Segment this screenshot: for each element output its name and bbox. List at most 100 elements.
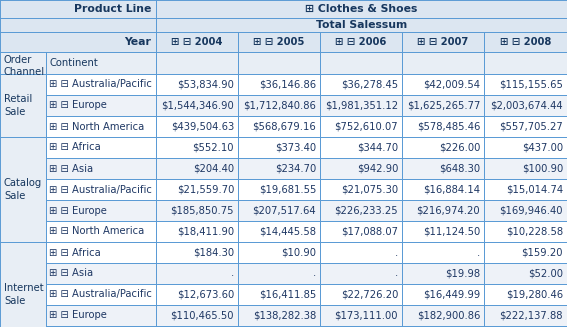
Bar: [320, 263, 402, 284]
Text: $207,517.64: $207,517.64: [252, 205, 316, 215]
Text: $942.90: $942.90: [357, 164, 398, 174]
Bar: [320, 32, 402, 52]
Text: $36,146.86: $36,146.86: [259, 79, 316, 90]
Bar: [484, 200, 567, 221]
Bar: [484, 284, 567, 305]
Text: $373.40: $373.40: [275, 143, 316, 152]
Bar: [0, 242, 46, 327]
Text: ⊞ ⊟ 2005: ⊞ ⊟ 2005: [253, 37, 304, 47]
Bar: [238, 74, 320, 95]
Text: $439,504.63: $439,504.63: [171, 122, 234, 131]
Text: ⊞ ⊟ North America: ⊞ ⊟ North America: [49, 227, 144, 236]
Bar: [320, 52, 402, 74]
Text: $10,228.58: $10,228.58: [506, 227, 563, 236]
Bar: [156, 158, 238, 179]
Bar: [484, 116, 567, 137]
Bar: [156, 305, 238, 326]
Bar: [156, 137, 238, 158]
Text: $216,974.20: $216,974.20: [416, 205, 480, 215]
Text: Retail
Sale: Retail Sale: [4, 94, 32, 117]
Bar: [156, 18, 567, 32]
Bar: [320, 116, 402, 137]
Text: $15,014.74: $15,014.74: [506, 184, 563, 195]
Bar: [238, 200, 320, 221]
Text: Order
Channel: Order Channel: [4, 55, 45, 77]
Bar: [320, 74, 402, 95]
Bar: [402, 32, 484, 52]
Bar: [484, 32, 567, 52]
Text: ⊞ ⊟ Africa: ⊞ ⊟ Africa: [49, 143, 101, 152]
Bar: [46, 242, 156, 263]
Text: $16,411.85: $16,411.85: [259, 289, 316, 300]
Bar: [402, 263, 484, 284]
Text: $648.30: $648.30: [439, 164, 480, 174]
Bar: [484, 179, 567, 200]
Bar: [156, 179, 238, 200]
Text: ⊞ ⊟ Europe: ⊞ ⊟ Europe: [49, 205, 107, 215]
Bar: [156, 221, 238, 242]
Text: ⊞ ⊟ 2004: ⊞ ⊟ 2004: [171, 37, 223, 47]
Text: $12,673.60: $12,673.60: [177, 289, 234, 300]
Bar: [0, 52, 46, 74]
Bar: [156, 74, 238, 95]
Bar: [238, 52, 320, 74]
Text: $53,834.90: $53,834.90: [177, 79, 234, 90]
Bar: [402, 305, 484, 326]
Text: $16,449.99: $16,449.99: [423, 289, 480, 300]
Text: $344.70: $344.70: [357, 143, 398, 152]
Bar: [156, 200, 238, 221]
Bar: [46, 326, 156, 327]
Text: ⊞ ⊟ Europe: ⊞ ⊟ Europe: [49, 311, 107, 320]
Text: ⊞ ⊟ 2008: ⊞ ⊟ 2008: [500, 37, 551, 47]
Text: $226,233.25: $226,233.25: [335, 205, 398, 215]
Text: $19,681.55: $19,681.55: [259, 184, 316, 195]
Bar: [484, 263, 567, 284]
Bar: [238, 95, 320, 116]
Text: $36,278.45: $36,278.45: [341, 79, 398, 90]
Bar: [46, 116, 156, 137]
Text: $1,625,265.77: $1,625,265.77: [407, 100, 480, 111]
Text: ⊞ ⊟ Asia: ⊞ ⊟ Asia: [49, 268, 93, 279]
Text: $578,485.46: $578,485.46: [417, 122, 480, 131]
Bar: [320, 137, 402, 158]
Text: ⊞ ⊟ 2007: ⊞ ⊟ 2007: [417, 37, 468, 47]
Bar: [320, 158, 402, 179]
Bar: [484, 137, 567, 158]
Bar: [46, 52, 156, 74]
Bar: [46, 263, 156, 284]
Bar: [0, 0, 156, 18]
Bar: [46, 95, 156, 116]
Bar: [402, 95, 484, 116]
Bar: [156, 52, 238, 74]
Bar: [320, 179, 402, 200]
Text: $115,155.65: $115,155.65: [499, 79, 563, 90]
Bar: [238, 305, 320, 326]
Text: $19,280.46: $19,280.46: [506, 289, 563, 300]
Bar: [46, 137, 156, 158]
Bar: [484, 221, 567, 242]
Text: $568,679.16: $568,679.16: [252, 122, 316, 131]
Bar: [320, 221, 402, 242]
Bar: [238, 284, 320, 305]
Bar: [402, 284, 484, 305]
Bar: [238, 221, 320, 242]
Bar: [320, 284, 402, 305]
Text: $557,705.27: $557,705.27: [500, 122, 563, 131]
Text: ⊞ Clothes & Shoes: ⊞ Clothes & Shoes: [305, 4, 418, 14]
Bar: [402, 74, 484, 95]
Text: Total Salessum: Total Salessum: [316, 20, 407, 30]
Bar: [238, 326, 320, 327]
Text: .: .: [313, 268, 316, 279]
Bar: [484, 158, 567, 179]
Text: $752,610.07: $752,610.07: [335, 122, 398, 131]
Text: .: .: [231, 268, 234, 279]
Text: $42,009.54: $42,009.54: [423, 79, 480, 90]
Text: $17,088.07: $17,088.07: [341, 227, 398, 236]
Text: $18,411.90: $18,411.90: [177, 227, 234, 236]
Text: $16,884.14: $16,884.14: [423, 184, 480, 195]
Bar: [320, 95, 402, 116]
Bar: [238, 116, 320, 137]
Text: ⊞ ⊟ Australia/Pacific: ⊞ ⊟ Australia/Pacific: [49, 184, 152, 195]
Bar: [484, 242, 567, 263]
Bar: [46, 221, 156, 242]
